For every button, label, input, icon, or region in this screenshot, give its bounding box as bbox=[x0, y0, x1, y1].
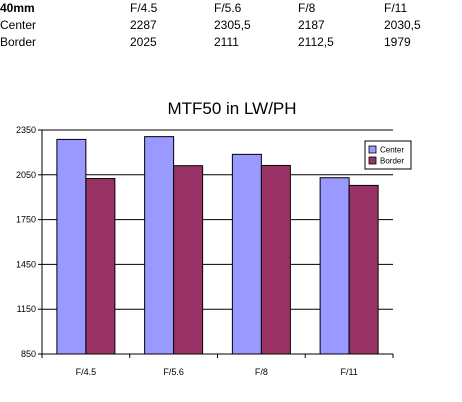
bar-center bbox=[56, 138, 87, 355]
table-cell: Border bbox=[0, 35, 37, 49]
y-tick-label: 1150 bbox=[17, 304, 36, 314]
table-cell: 2305,5 bbox=[214, 18, 251, 32]
legend-swatch-center bbox=[368, 145, 377, 154]
table-cell: 2112,5 bbox=[298, 35, 334, 49]
y-tick-label: 850 bbox=[21, 349, 36, 359]
bar-center bbox=[319, 177, 350, 355]
chart-legend: Center Border bbox=[364, 140, 412, 170]
y-tick-label: 1750 bbox=[16, 215, 36, 225]
y-tick-label: 2050 bbox=[16, 170, 36, 180]
table-cell: Center bbox=[0, 18, 37, 32]
bar-border bbox=[260, 164, 291, 355]
axis-layer: 850 1150 1450 1750 2050 2350 F/4.5 F/5.6 F/8 F/11 bbox=[16, 125, 394, 377]
table-cell: 2287 bbox=[130, 18, 157, 32]
table-header-cell: F/4.5 bbox=[130, 1, 158, 15]
bar-center bbox=[144, 136, 175, 355]
x-tick-label: F/8 bbox=[255, 367, 268, 377]
table-header-row: 40mm F/4.5 F/5.6 F/8 F/11 bbox=[0, 0, 444, 17]
table-row: Center 2287 2305,5 2187 2030,5 bbox=[0, 17, 444, 34]
table-header-cell: F/8 bbox=[298, 1, 316, 15]
bar-border bbox=[348, 184, 379, 355]
table-row: Border 2025 2111 2112,5 1979 bbox=[0, 34, 444, 51]
legend-swatch-border bbox=[368, 156, 377, 165]
y-tick-label: 1450 bbox=[16, 259, 36, 269]
table-cell: 2025 bbox=[130, 35, 157, 49]
bar-layer bbox=[56, 136, 379, 355]
x-tick-label: F/11 bbox=[340, 367, 357, 377]
table-cell: 1979 bbox=[384, 35, 411, 49]
table-cell: 2187 bbox=[298, 18, 325, 32]
table-header-cell: F/11 bbox=[384, 1, 408, 15]
bar-border bbox=[173, 165, 204, 355]
legend-label-center: Center bbox=[380, 146, 404, 155]
table-cell: 2030,5 bbox=[384, 18, 421, 32]
legend-label-border: Border bbox=[380, 157, 404, 166]
table-cell: 2111 bbox=[214, 35, 239, 49]
y-tick-label: 2350 bbox=[16, 125, 36, 135]
x-tick-label: F/4.5 bbox=[76, 367, 97, 377]
x-tick-label: F/5.6 bbox=[163, 367, 184, 377]
data-table: 40mm F/4.5 F/5.6 F/8 F/11 Center 2287 23… bbox=[0, 0, 444, 51]
table-header-cell: 40mm bbox=[0, 1, 35, 15]
bar-center bbox=[231, 153, 262, 355]
table-header-cell: F/5.6 bbox=[214, 1, 242, 15]
chart-title: MTF50 in LW/PH bbox=[167, 99, 296, 118]
bar-border bbox=[85, 178, 116, 355]
